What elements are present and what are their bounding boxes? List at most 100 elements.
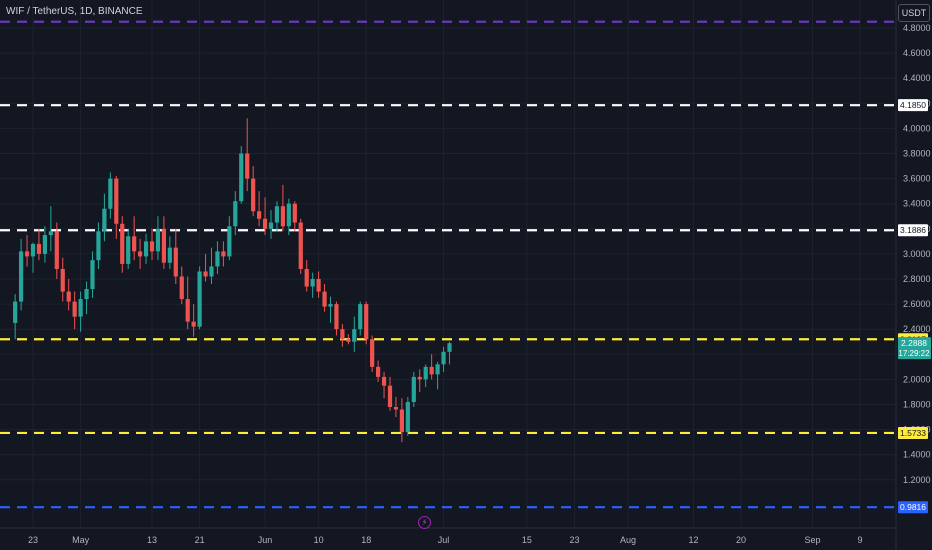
y-tick-label: 1.4000 — [903, 450, 931, 460]
candle-body — [441, 351, 446, 365]
x-tick-label: 12 — [688, 535, 698, 545]
candle-body — [143, 241, 149, 257]
x-tick-label: Aug — [620, 535, 636, 545]
y-tick-label: 3.6000 — [903, 174, 931, 184]
candle-body — [417, 376, 422, 380]
horizontal-levels — [0, 20, 896, 509]
candle-body — [393, 407, 399, 410]
candle-body — [120, 223, 125, 264]
candle-body — [96, 231, 101, 261]
level-price-label: 0.9816 — [900, 502, 926, 512]
candle-body — [251, 178, 256, 212]
candle-body — [334, 304, 339, 330]
candle-body — [292, 203, 297, 223]
level-price-label: 4.1850 — [900, 100, 926, 110]
candle-body — [423, 366, 428, 380]
level-price-badge — [898, 99, 928, 112]
candle-body — [435, 364, 440, 375]
lightning-event-icon[interactable]: ⚡ — [418, 516, 431, 529]
y-tick-label: 4.8000 — [903, 23, 931, 33]
candle-body — [352, 329, 357, 342]
candle-body — [138, 251, 143, 257]
candle-body — [239, 153, 244, 202]
candle-body — [316, 279, 321, 292]
candle-body — [364, 304, 369, 340]
x-tick-label: Jul — [438, 535, 450, 545]
candle-body — [78, 299, 83, 317]
y-tick-label: 1.8000 — [903, 400, 931, 410]
countdown-label: 17:29:22 — [898, 349, 930, 358]
x-tick-label: 15 — [522, 535, 532, 545]
y-tick-label: 3.8000 — [903, 149, 931, 159]
x-tick-label: Sep — [804, 535, 820, 545]
level-price-badge — [898, 224, 928, 237]
candle-body — [54, 231, 59, 269]
candle-body — [36, 243, 42, 254]
candle-body — [447, 343, 452, 352]
x-tick-label: 18 — [361, 535, 371, 545]
y-tick-label: 3.4000 — [903, 199, 931, 209]
candle-body — [19, 251, 24, 302]
candle-body — [322, 291, 327, 307]
candle-body — [203, 271, 208, 277]
candle-body — [262, 218, 268, 229]
candle-body — [90, 260, 95, 290]
candle-body — [209, 266, 214, 277]
candle-body — [376, 366, 381, 377]
x-tick-label: 10 — [314, 535, 324, 545]
last-price-label: 2.2888 — [901, 338, 927, 348]
level-price-label: 3.1886 — [900, 225, 926, 235]
candle-body — [84, 289, 89, 300]
candle-body — [215, 251, 220, 267]
candle-body — [114, 178, 119, 224]
y-tick-label: 1.2000 — [903, 475, 931, 485]
time-axis[interactable]: 23 May 13 21 Jun 10 18 Jul 15 23 Aug 12 20 Sep 9 — [28, 535, 863, 545]
y-tick-label: 2.6000 — [903, 299, 931, 309]
candle-body — [304, 268, 309, 287]
candle-body — [429, 366, 434, 375]
candle-body — [280, 206, 285, 227]
candle-body — [310, 279, 315, 287]
y-tick-label: 2.4000 — [903, 324, 931, 334]
candle-body — [245, 153, 250, 179]
x-tick-label: Jun — [258, 535, 273, 545]
candle-body — [161, 228, 166, 263]
candle-body — [197, 271, 202, 327]
candle-body — [102, 208, 107, 232]
candle-body — [167, 247, 172, 263]
y-tick-label: 4.6000 — [903, 48, 931, 58]
y-tick-label: 4.0000 — [903, 123, 931, 133]
candle-body — [155, 228, 161, 252]
candles — [13, 118, 452, 443]
candle-body — [340, 329, 345, 340]
candle-body — [411, 376, 416, 402]
level-price-badge — [898, 426, 928, 439]
candle-body — [268, 222, 274, 229]
x-tick-label: 9 — [858, 535, 863, 545]
candle-body — [346, 339, 351, 342]
candle-body — [370, 339, 375, 367]
candle-body — [72, 301, 77, 317]
candle-body — [286, 203, 291, 227]
candle-body — [173, 247, 178, 277]
candle-body — [358, 304, 363, 330]
candle-body — [257, 211, 262, 219]
candle-body — [387, 385, 393, 408]
currency-button[interactable]: USDT — [898, 4, 930, 22]
candle-body — [24, 251, 30, 257]
candle-body — [66, 291, 71, 302]
candle-body — [30, 243, 36, 257]
candle-body — [126, 236, 131, 264]
x-tick-label: May — [72, 535, 90, 545]
level-price-badge — [898, 501, 928, 514]
x-tick-label: 23 — [569, 535, 579, 545]
x-tick-label: 21 — [195, 535, 205, 545]
candle-body — [60, 268, 65, 292]
candle-body — [399, 409, 404, 433]
x-tick-label: 13 — [147, 535, 157, 545]
candle-body — [191, 321, 196, 327]
candle-body — [274, 206, 280, 223]
candle-body — [185, 299, 190, 322]
candle-body — [298, 222, 303, 269]
